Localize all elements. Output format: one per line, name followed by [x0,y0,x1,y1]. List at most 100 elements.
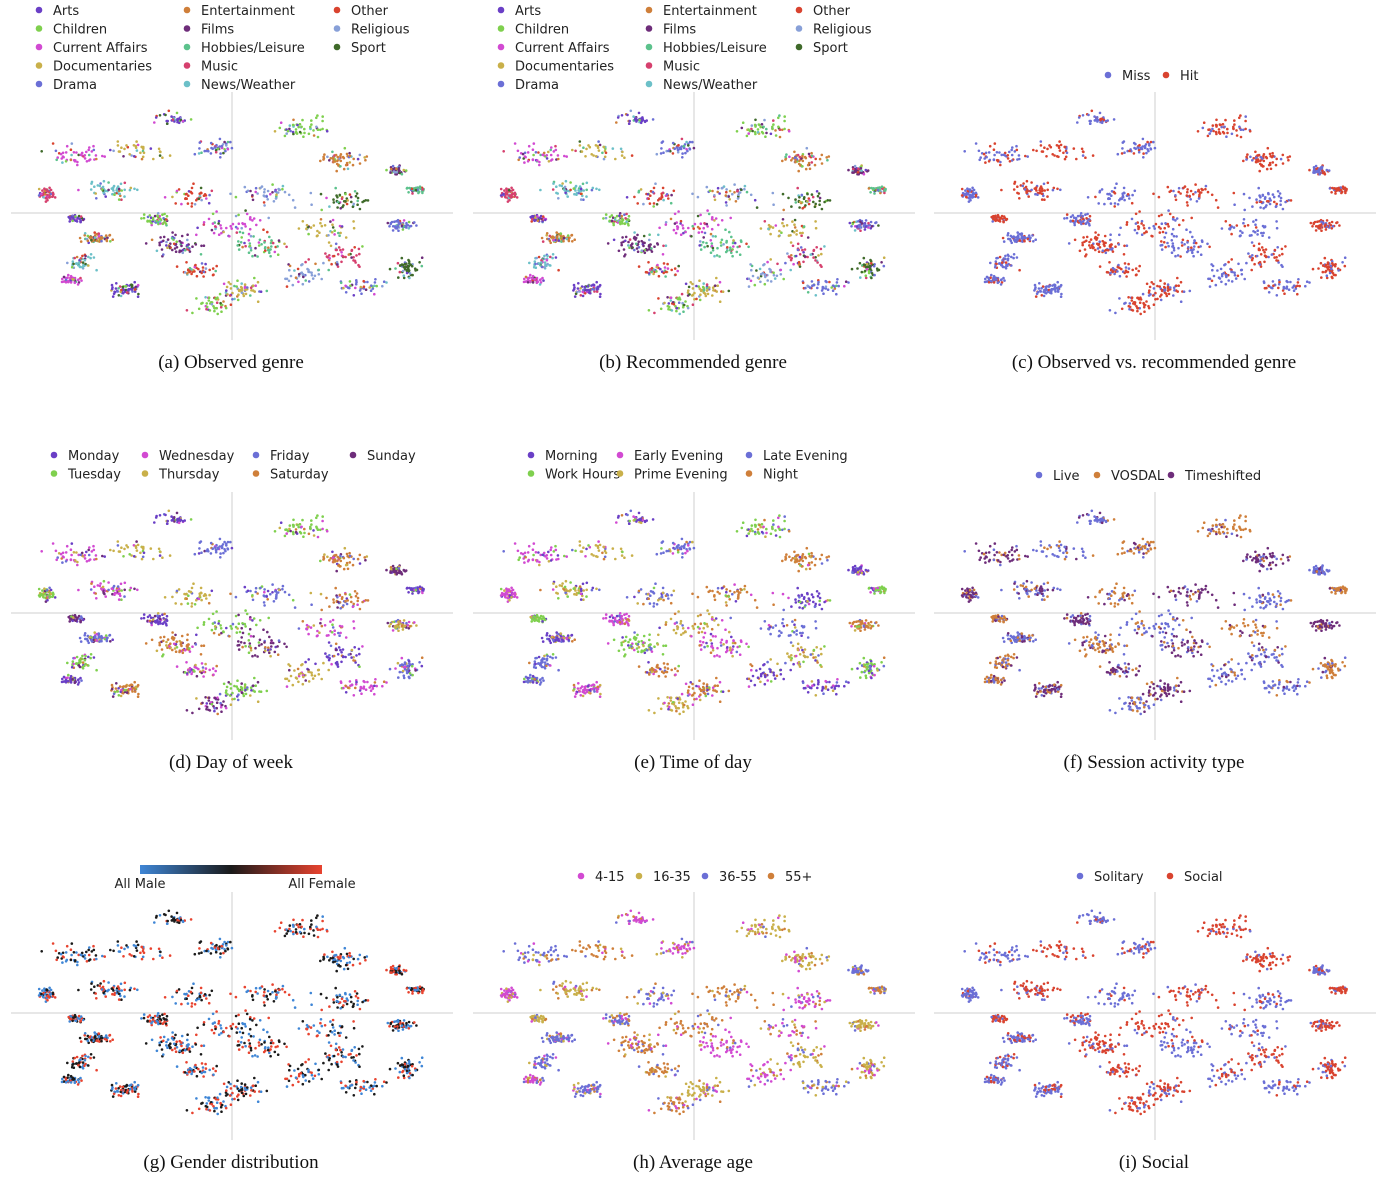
scatter-point [1045,155,1048,158]
scatter-point [797,154,800,157]
scatter-point [1058,140,1061,143]
scatter-point [350,256,353,259]
scatter-point [1239,235,1242,238]
scatter-point [1167,289,1170,292]
scatter-point [1286,156,1289,159]
scatter-point [821,208,824,211]
scatter-point [716,284,719,287]
scatter-point [213,310,216,313]
scatter-point [411,192,414,195]
scatter-point [1250,269,1253,272]
scatter-point [555,231,558,234]
scatter-point [171,237,174,240]
scatter-point [350,201,353,204]
scatter-point [171,231,174,234]
scatter-point [397,676,400,679]
scatter-point [794,161,797,164]
scatter-point [807,291,810,294]
scatter-point [1253,245,1256,248]
scatter-point [541,237,544,240]
scatter-point [535,151,538,154]
scatter-point [1023,240,1026,243]
scatter-point [237,240,240,243]
scatter-point [731,255,734,258]
scatter-point [1176,217,1179,220]
scatter-point [248,639,251,642]
scatter-point [94,192,97,195]
scatter-point [762,264,765,267]
scatter-point [1175,199,1178,202]
scatter-point [1086,221,1089,224]
scatter-point [271,183,274,186]
scatter-point [1246,153,1249,156]
scatter-point [516,196,519,199]
scatter-point [403,277,406,280]
scatter-point [1324,224,1327,227]
scatter-point [1131,269,1134,272]
scatter-point [1052,189,1055,192]
scatter-point [1077,215,1080,218]
scatter-point [628,215,631,218]
scatter-point [288,269,291,272]
scatter-point [1226,128,1229,131]
scatter-point [99,185,102,188]
scatter-point [159,514,162,517]
legend-marker-hit [1163,72,1170,79]
scatter-point [1007,255,1010,258]
scatter-point [631,154,634,157]
scatter-point [319,222,322,225]
scatter-point [163,221,166,224]
scatter-point [226,293,229,296]
scatter-point [79,237,82,240]
scatter-point [726,246,729,249]
scatter-point [798,206,801,209]
scatter-point [1115,182,1118,185]
scatter-point [302,276,305,279]
scatter-point [1139,301,1142,304]
scatter-point [1186,241,1189,244]
legend-marker-religious [796,25,803,32]
scatter-point [1131,218,1134,221]
scatter-point [504,196,507,199]
scatter-point [244,209,247,212]
scatter-point [117,140,120,143]
scatter-point [782,209,785,212]
scatter-point [677,210,680,213]
scatter-point [129,189,132,192]
scatter-point [1225,283,1228,286]
scatter-point [817,281,820,284]
scatter-point [1110,202,1113,205]
scatter-point [256,255,259,258]
scatter-point [652,118,655,121]
scatter-point [1085,217,1088,220]
scatter-point [74,159,77,162]
scatter-point [1043,295,1046,298]
scatter-point [859,262,862,265]
scatter-point [1196,200,1199,203]
scatter-point [1146,141,1149,144]
scatter-point [1156,298,1159,301]
scatter-point [333,633,336,636]
scatter-point [818,203,821,206]
scatter-point [811,161,814,164]
scatter-point [1118,297,1121,300]
scatter-point [260,243,263,246]
scatter-point [567,239,570,242]
scatter-point [1175,284,1178,287]
scatter-point [1059,189,1062,192]
scatter-point [286,278,289,281]
scatter-point [167,238,170,241]
scatter-point [1085,223,1088,226]
point-cloud [38,510,425,716]
scatter-point [718,255,721,258]
scatter-point [175,250,178,253]
point-cloud [38,110,425,316]
scatter-point [717,187,720,190]
scatter-point [857,168,860,171]
scatter-point [244,283,247,286]
scatter-point [307,233,310,236]
scatter-point [240,241,243,244]
scatter-point [801,165,804,168]
scatter-point [997,282,1000,285]
scatter-point [1002,220,1005,223]
